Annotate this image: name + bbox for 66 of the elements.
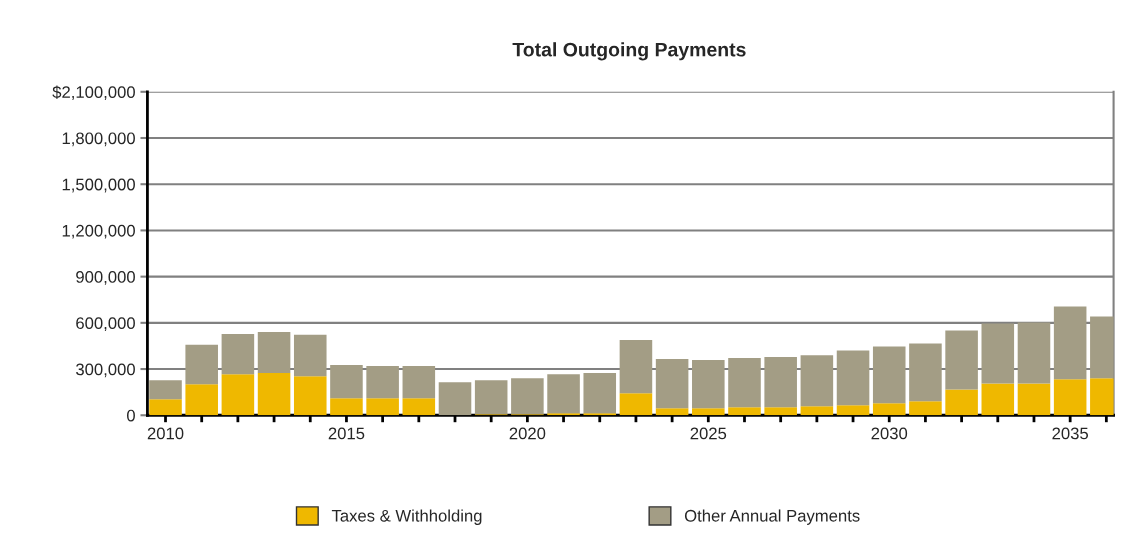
bar bbox=[1017, 383, 1051, 416]
bar bbox=[185, 344, 218, 385]
legend-label: Other Annual Payments bbox=[684, 509, 860, 525]
bar bbox=[619, 339, 653, 394]
bar bbox=[583, 373, 617, 414]
y-tick-label: 1,200,000 bbox=[62, 224, 135, 239]
bar bbox=[366, 365, 399, 399]
y-tick-label: 0 bbox=[127, 409, 135, 422]
bar bbox=[511, 378, 544, 415]
x-tick-label: 2010 bbox=[147, 427, 184, 440]
bar bbox=[655, 408, 689, 416]
bar bbox=[981, 383, 1015, 416]
bar bbox=[619, 393, 653, 416]
bar bbox=[257, 331, 291, 374]
x-tick-label: 2030 bbox=[871, 427, 908, 440]
bar bbox=[402, 365, 436, 399]
bar bbox=[257, 373, 291, 416]
bar bbox=[547, 374, 580, 414]
legend-label: Taxes & Withholding bbox=[331, 509, 482, 525]
bar bbox=[1053, 306, 1087, 380]
bar bbox=[583, 413, 617, 416]
bar bbox=[945, 389, 978, 416]
bar bbox=[366, 398, 399, 416]
y-tick-label: 600,000 bbox=[76, 317, 135, 332]
bar bbox=[547, 413, 580, 416]
bar bbox=[764, 357, 797, 408]
bar bbox=[474, 380, 508, 415]
bar bbox=[692, 408, 725, 416]
bar bbox=[330, 398, 363, 416]
bar bbox=[221, 333, 255, 375]
bar bbox=[872, 346, 906, 404]
bar bbox=[185, 384, 218, 416]
bar bbox=[800, 355, 834, 407]
bar bbox=[149, 399, 182, 416]
bar bbox=[909, 401, 942, 416]
x-tick-label: 2035 bbox=[1052, 427, 1089, 440]
bar bbox=[836, 350, 870, 406]
bar bbox=[438, 382, 472, 416]
bar bbox=[728, 357, 761, 408]
y-tick-label: 1,500,000 bbox=[62, 178, 135, 193]
x-tick-label: 2020 bbox=[509, 427, 546, 440]
x-tick-label: 2015 bbox=[328, 427, 365, 440]
bar bbox=[981, 323, 1015, 384]
y-tick-label: 900,000 bbox=[76, 271, 135, 285]
bar bbox=[836, 405, 870, 416]
bar bbox=[909, 343, 942, 402]
bar bbox=[221, 374, 255, 416]
bar bbox=[402, 398, 436, 416]
x-tick-label: 2025 bbox=[690, 427, 727, 440]
bar bbox=[655, 359, 689, 409]
bar bbox=[330, 365, 363, 399]
bar bbox=[728, 407, 761, 416]
bar bbox=[764, 407, 797, 416]
bar bbox=[293, 376, 327, 416]
bar bbox=[149, 380, 182, 400]
bar bbox=[1017, 322, 1051, 384]
bar bbox=[692, 359, 725, 409]
y-tick-label: 300,000 bbox=[76, 363, 135, 378]
bar bbox=[293, 334, 327, 377]
bar bbox=[872, 403, 906, 416]
chart-title: Total Outgoing Payments bbox=[512, 42, 746, 61]
bar bbox=[800, 406, 834, 416]
bar bbox=[1053, 379, 1087, 416]
y-tick-label: $2,100,000 bbox=[52, 85, 135, 100]
y-tick-label: 1,800,000 bbox=[62, 132, 135, 147]
bar bbox=[945, 330, 978, 390]
